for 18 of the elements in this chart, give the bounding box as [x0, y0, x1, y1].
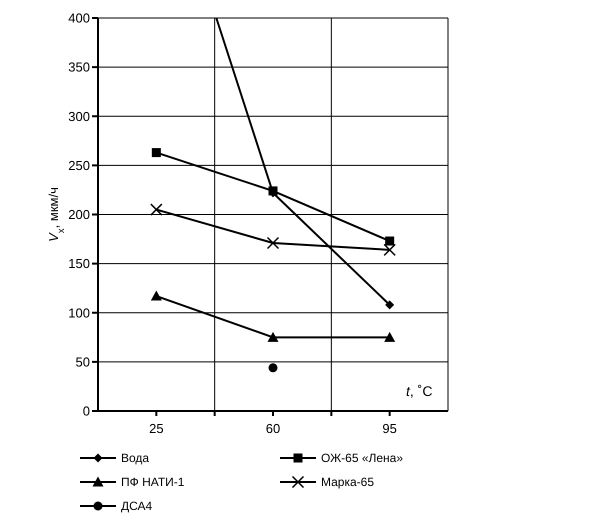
- y-tick-label: 200: [68, 207, 90, 222]
- x-axis-title: t, ˚C: [406, 383, 432, 399]
- y-tick-label: 0: [82, 404, 90, 419]
- legend-label: ДСА4: [121, 499, 152, 513]
- legend-label: ПФ НАТИ-1: [121, 475, 184, 489]
- legend-label: ОЖ-65 «Лена»: [321, 451, 404, 465]
- y-tick-label: 350: [68, 60, 90, 75]
- y-tick-label: 300: [68, 108, 90, 124]
- legend-label: Марка-65: [321, 475, 374, 489]
- x-tick-label: 95: [382, 421, 397, 436]
- x-tick-label: 60: [266, 421, 280, 436]
- legend-label: Вода: [121, 451, 150, 465]
- y-tick-label: 150: [68, 256, 90, 272]
- y-tick-label: 250: [68, 158, 90, 173]
- y-tick-label: 400: [68, 10, 90, 26]
- x-tick-label: 25: [149, 421, 164, 436]
- y-tick-label: 50: [76, 354, 90, 370]
- y-tick-label: 100: [68, 305, 90, 320]
